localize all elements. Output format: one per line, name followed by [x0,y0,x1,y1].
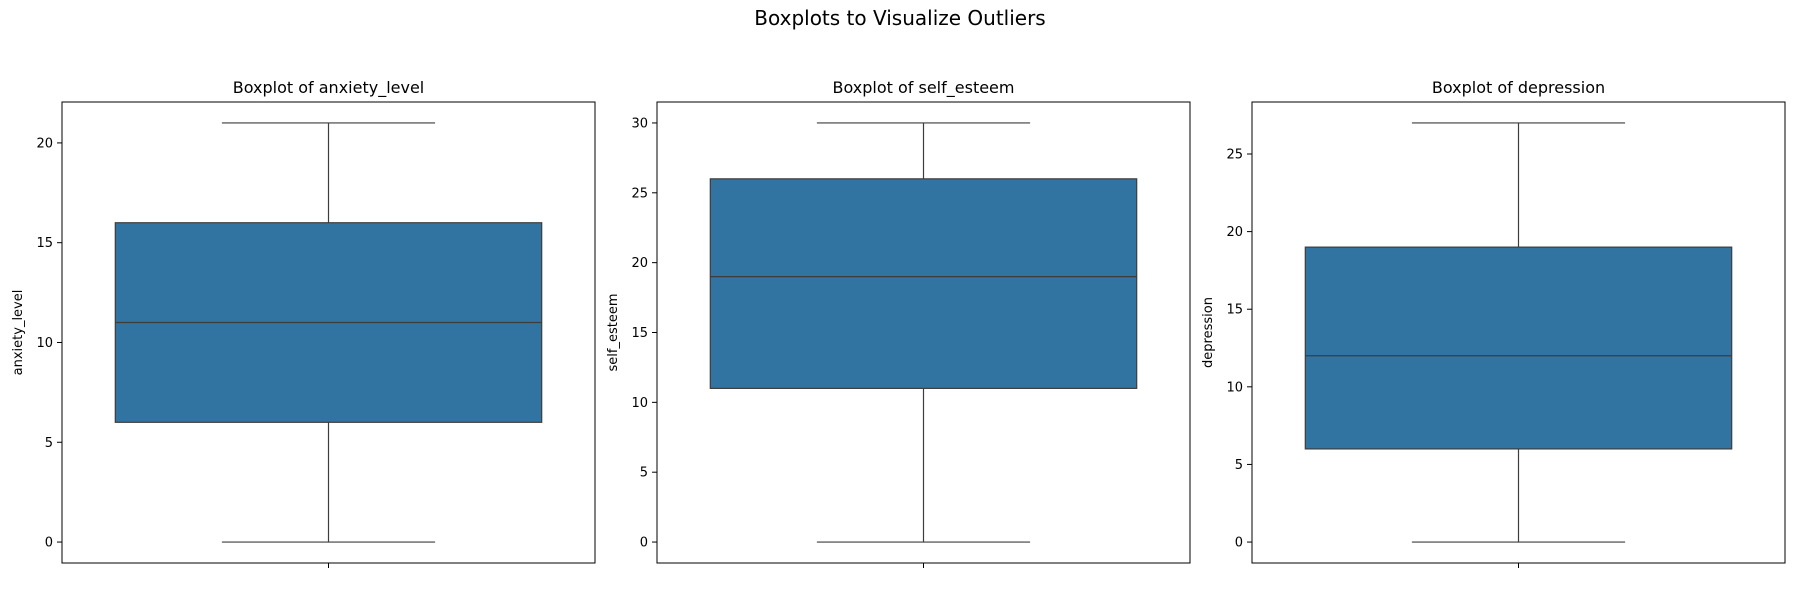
y-tick-label: 0 [45,536,53,551]
y-tick-label: 5 [45,436,53,451]
subplot-title-1: Boxplot of anxiety_level [233,78,425,98]
y-tick-label: 15 [1226,303,1243,318]
y-tick-label: 20 [631,256,648,271]
y-tick-label: 0 [1235,536,1243,551]
y-tick-label: 10 [631,396,648,411]
y-tick-label: 10 [1226,380,1243,395]
y-tick-label: 5 [1235,458,1243,473]
y-axis-label-1: anxiety_level [11,290,26,376]
y-axis-label-3: depression [1201,297,1216,368]
y-tick-label: 25 [631,186,648,201]
iqr-box-3 [1304,246,1733,450]
y-tick-label: 5 [640,466,648,481]
y-tick-label: 10 [36,336,53,351]
y-axis-label-2: self_esteem [606,294,621,372]
y-tick-label: 30 [631,116,648,131]
subplot-title-2: Boxplot of self_esteem [833,78,1015,98]
figure-title: Boxplots to Visualize Outliers [754,6,1046,30]
y-tick-label: 25 [1226,147,1243,162]
y-tick-label: 0 [640,536,648,551]
y-tick-label: 20 [36,136,53,151]
y-tick-label: 15 [36,236,53,251]
iqr-box-2 [709,178,1138,389]
y-tick-label: 15 [631,326,648,341]
y-tick-label: 20 [1226,225,1243,240]
subplot-title-3: Boxplot of depression [1432,78,1605,97]
